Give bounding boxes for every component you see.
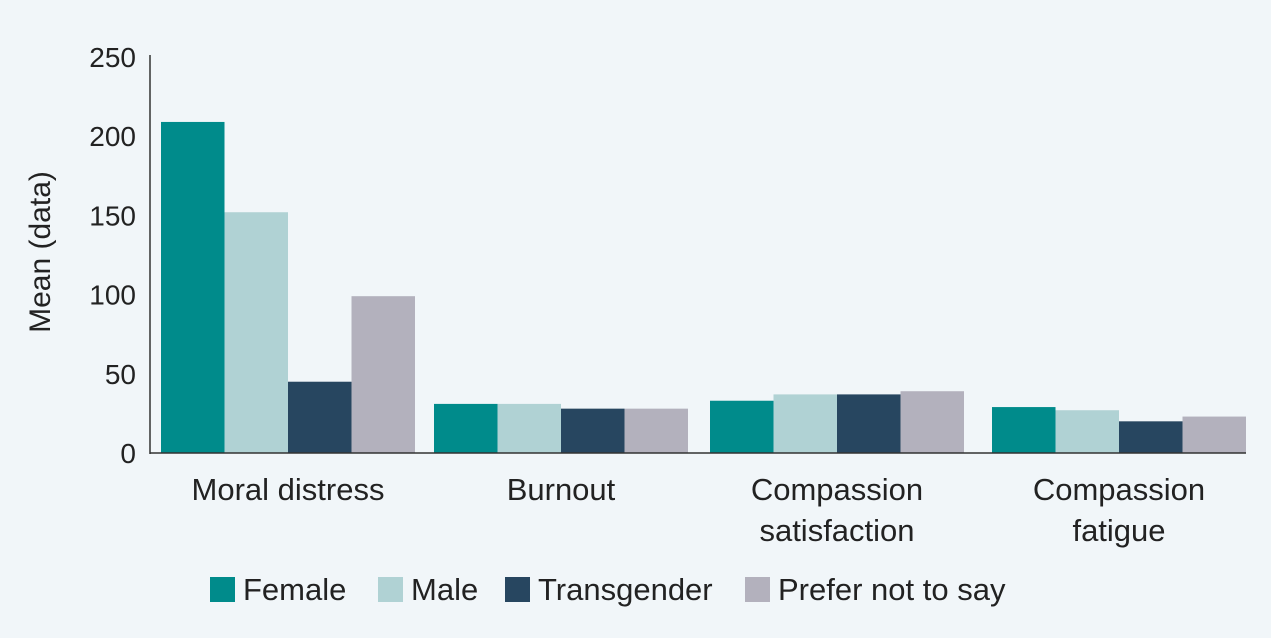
- category-label-line: Compassion: [1033, 472, 1205, 507]
- bar-female-2: [710, 400, 774, 453]
- y-tick-label: 0: [120, 438, 136, 469]
- bar-transgender-2: [837, 394, 901, 453]
- legend-label-female: Female: [243, 572, 346, 607]
- legend-label-prefer-not-to-say: Prefer not to say: [778, 572, 1006, 607]
- bars: [161, 121, 1246, 453]
- category-labels: Moral distress Burnout Compassion satisfact…: [192, 472, 1206, 548]
- category-label: Compassion fatigue: [1033, 472, 1205, 548]
- bar-female-0: [161, 121, 225, 453]
- y-tick-label: 150: [89, 200, 136, 231]
- category-label: Moral distress: [192, 472, 385, 507]
- bar-prefer-not-to-say-3: [1182, 416, 1246, 453]
- category-label: Compassion satisfaction: [751, 472, 923, 548]
- legend: Female Male Transgender Prefer not to say: [210, 572, 1006, 607]
- bar-prefer-not-to-say-2: [900, 391, 964, 453]
- bar-transgender-1: [561, 408, 625, 453]
- category-label-line: Burnout: [507, 472, 616, 507]
- y-tick-label: 100: [89, 280, 136, 311]
- bar-male-3: [1055, 410, 1119, 453]
- bar-female-1: [434, 403, 498, 453]
- bar-male-0: [224, 212, 288, 453]
- y-axis-title-group: Mean (data): [24, 171, 57, 333]
- category-label-line: satisfaction: [759, 513, 914, 548]
- legend-swatch-prefer-not-to-say: [745, 577, 770, 602]
- bar-female-3: [992, 407, 1056, 453]
- category-label-line: Compassion: [751, 472, 923, 507]
- category-label: Burnout: [507, 472, 616, 507]
- bar-prefer-not-to-say-1: [624, 408, 688, 453]
- y-tick-label: 200: [89, 121, 136, 152]
- bar-male-1: [497, 403, 561, 453]
- bar-transgender-0: [288, 381, 352, 453]
- legend-label-transgender: Transgender: [538, 572, 713, 607]
- category-label-line: Moral distress: [192, 472, 385, 507]
- category-label-line: fatigue: [1072, 513, 1165, 548]
- y-axis-ticks: 0 50 100 150 200 250: [89, 42, 136, 469]
- axes: [149, 55, 1246, 454]
- bar-transgender-3: [1119, 421, 1183, 453]
- y-tick-label: 50: [105, 359, 136, 390]
- legend-swatch-transgender: [505, 577, 530, 602]
- bar-prefer-not-to-say-0: [351, 296, 415, 453]
- legend-swatch-female: [210, 577, 235, 602]
- legend-swatch-male: [378, 577, 403, 602]
- bar-male-2: [773, 394, 837, 453]
- legend-label-male: Male: [411, 572, 478, 607]
- y-tick-label: 250: [89, 42, 136, 73]
- y-axis-title: Mean (data): [24, 171, 57, 333]
